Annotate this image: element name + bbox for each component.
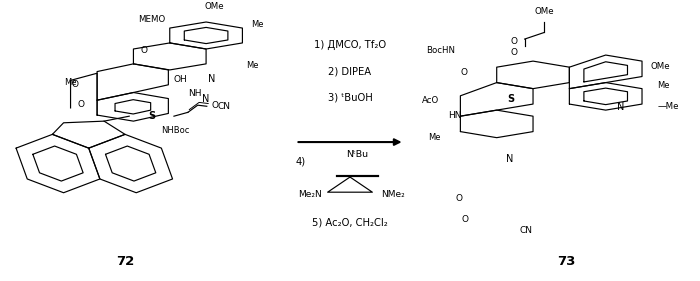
Text: Me: Me: [246, 61, 259, 70]
Text: BocHN: BocHN: [426, 46, 455, 55]
Text: OMe: OMe: [204, 2, 224, 11]
Text: O: O: [511, 37, 518, 46]
Text: NMe₂: NMe₂: [382, 191, 405, 200]
Text: Me₂N: Me₂N: [298, 191, 322, 200]
Text: 1) ДМСО, Tf₂O: 1) ДМСО, Tf₂O: [314, 40, 386, 50]
Text: 2) DIPEA: 2) DIPEA: [328, 66, 372, 76]
Text: CN: CN: [519, 226, 533, 235]
Text: O: O: [456, 194, 463, 203]
Text: Me: Me: [657, 81, 670, 90]
Text: NH: NH: [188, 89, 202, 98]
Text: S: S: [148, 111, 155, 121]
Text: OH: OH: [174, 75, 188, 84]
Text: OMe: OMe: [534, 7, 554, 16]
Text: 5) Ac₂O, CH₂Cl₂: 5) Ac₂O, CH₂Cl₂: [312, 217, 388, 228]
Text: MEMO: MEMO: [139, 15, 166, 24]
Text: 4): 4): [296, 157, 306, 167]
Text: O: O: [78, 99, 85, 108]
Text: HN: HN: [448, 111, 462, 120]
Text: N: N: [202, 94, 210, 104]
Text: CN: CN: [217, 102, 230, 111]
Text: O: O: [511, 48, 518, 57]
Text: AcO: AcO: [422, 96, 440, 105]
Text: —Me: —Me: [657, 102, 679, 111]
Text: 73: 73: [557, 255, 576, 268]
Text: 72: 72: [116, 255, 134, 268]
Text: NHBoc: NHBoc: [161, 126, 190, 135]
Text: O: O: [141, 46, 148, 55]
Text: O: O: [211, 101, 218, 110]
Text: Me: Me: [64, 78, 76, 87]
Text: O: O: [71, 80, 78, 89]
Text: OMe: OMe: [650, 62, 670, 71]
Text: N: N: [505, 154, 513, 164]
Text: Me: Me: [251, 20, 263, 29]
Text: O: O: [461, 215, 468, 224]
Text: S: S: [507, 94, 514, 104]
Text: N: N: [617, 102, 624, 112]
Text: Me: Me: [428, 133, 441, 142]
Text: O: O: [461, 68, 468, 77]
Text: N: N: [208, 74, 216, 84]
Text: 3) ᵗBuOH: 3) ᵗBuOH: [328, 92, 372, 102]
Text: NᵗBu: NᵗBu: [346, 150, 368, 159]
